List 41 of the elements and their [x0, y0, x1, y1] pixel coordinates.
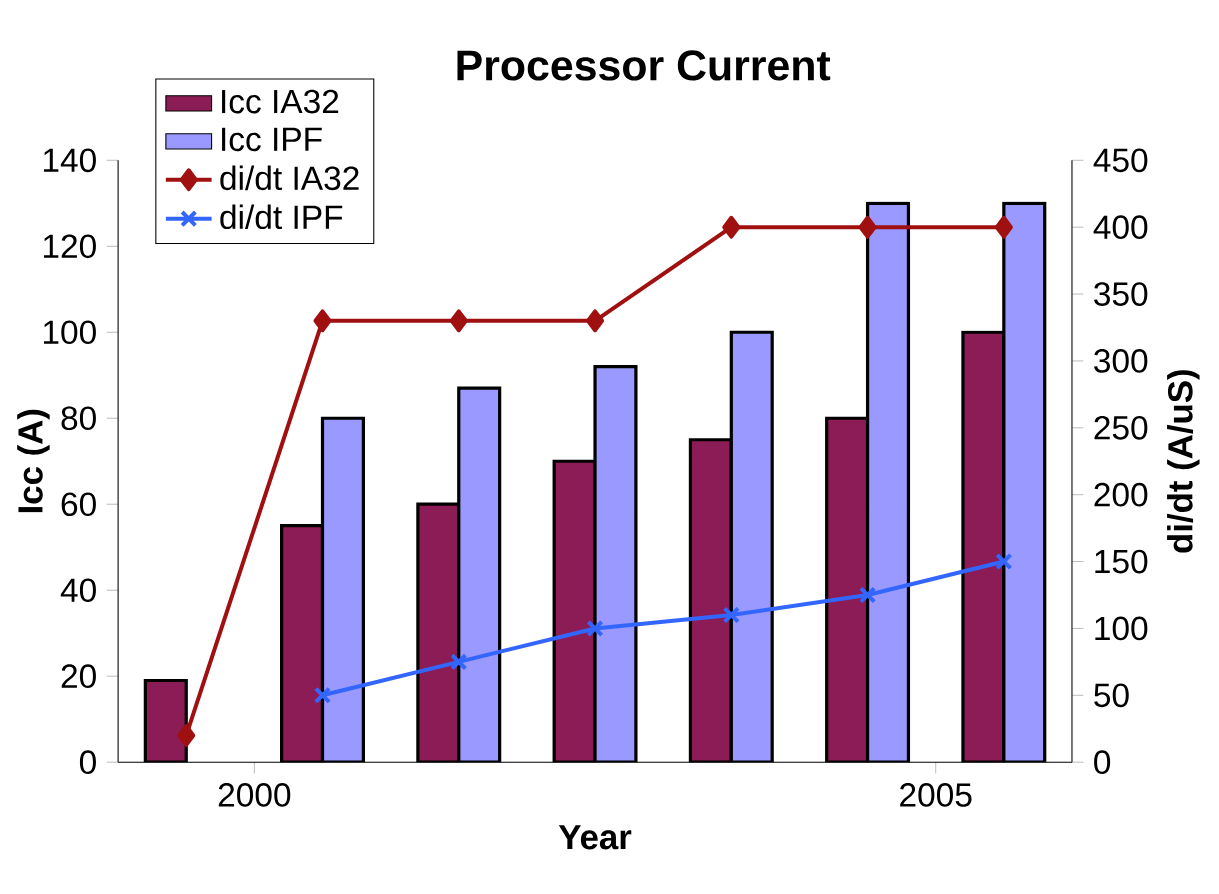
point: [313, 309, 332, 333]
point: [450, 653, 468, 671]
y-axis-title: Icc (A): [17, 409, 50, 513]
y2-axis-title: di/dt (A/uS): [1167, 370, 1200, 553]
y2-tick-label: 400: [1093, 215, 1148, 240]
point: [586, 309, 605, 333]
x-axis-title: Year: [558, 825, 632, 850]
legend-label: di/dt IA32: [220, 165, 359, 191]
y-tick-label: 120: [43, 234, 96, 259]
y2-tick-label: 300: [1094, 349, 1148, 373]
y-tick-label: 0: [79, 750, 96, 775]
y-tick-label: 20: [61, 664, 96, 689]
point: [995, 552, 1013, 571]
legend-label: Icc IPF: [222, 127, 322, 152]
y2-tick-label: 450: [1093, 148, 1148, 173]
point: [858, 215, 877, 239]
y-tick-label: 100: [43, 320, 96, 345]
x-tick-label: 2005: [900, 783, 972, 807]
point: [586, 619, 604, 638]
y-tick-label: 60: [61, 492, 96, 517]
point: [858, 586, 877, 604]
y2-tick-label: 50: [1094, 683, 1129, 708]
point: [177, 724, 196, 747]
legend-label: di/dt IPF: [220, 204, 343, 230]
point: [313, 686, 332, 704]
y2-tick-label: 0: [1094, 750, 1111, 775]
y-tick-label: 140: [43, 148, 96, 173]
x-tick-label: 2000: [218, 783, 291, 807]
point: [722, 606, 740, 624]
legend-label: Icc IA32: [222, 89, 339, 114]
point: [994, 215, 1013, 239]
y2-tick-label: 100: [1095, 616, 1148, 641]
y2-tick-label: 200: [1094, 482, 1148, 507]
y2-tick-label: 150: [1095, 549, 1148, 574]
y2-tick-label: 250: [1094, 415, 1148, 440]
point: [722, 215, 741, 239]
chart-title: Processor Current: [457, 50, 831, 81]
y2-tick-label: 350: [1094, 282, 1148, 306]
y-tick-label: 40: [60, 578, 96, 603]
y-tick-label: 80: [61, 406, 96, 431]
point: [449, 309, 468, 333]
